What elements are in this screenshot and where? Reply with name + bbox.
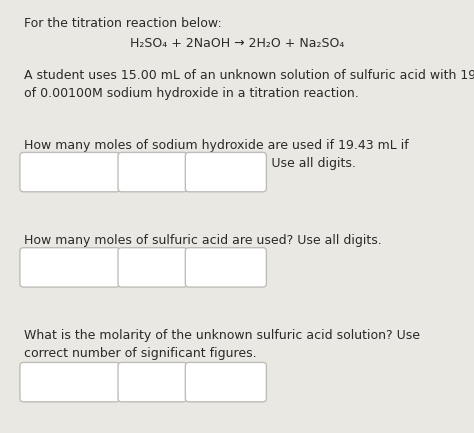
Text: For the titration reaction below:: For the titration reaction below: [24,17,221,30]
FancyBboxPatch shape [20,152,120,192]
FancyBboxPatch shape [118,152,187,192]
FancyBboxPatch shape [20,248,120,287]
Text: H₂SO₄ + 2NaOH → 2H₂O + Na₂SO₄: H₂SO₄ + 2NaOH → 2H₂O + Na₂SO₄ [130,37,344,50]
FancyBboxPatch shape [20,362,120,402]
FancyBboxPatch shape [185,362,266,402]
FancyBboxPatch shape [185,152,266,192]
FancyBboxPatch shape [118,362,187,402]
Text: What is the molarity of the unknown sulfuric acid solution? Use
correct number o: What is the molarity of the unknown sulf… [24,329,419,360]
Text: A student uses 15.00 mL of an unknown solution of sulfuric acid with 19.43 mL
of: A student uses 15.00 mL of an unknown so… [24,69,474,100]
Text: How many moles of sodium hydroxide are used if 19.43 mL if
0.00100M sodium hydro: How many moles of sodium hydroxide are u… [24,139,409,170]
Text: How many moles of sulfuric acid are used? Use all digits.: How many moles of sulfuric acid are used… [24,234,382,247]
FancyBboxPatch shape [185,248,266,287]
FancyBboxPatch shape [118,248,187,287]
